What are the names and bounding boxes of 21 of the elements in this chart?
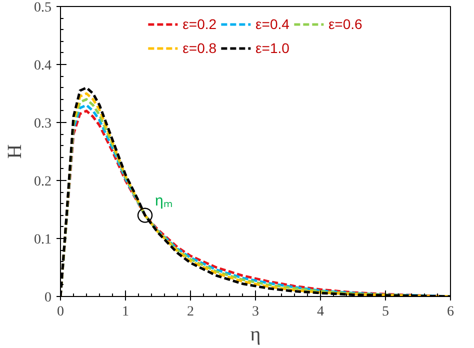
- x-axis-title: η: [250, 324, 261, 346]
- annotation: ηₘ: [155, 192, 172, 210]
- legend-label: ε=1.0: [256, 40, 290, 56]
- y-tick-label: 0.5: [34, 0, 52, 16]
- y-axis-title: H: [4, 144, 26, 159]
- x-tick-label: 0: [57, 304, 64, 320]
- x-tick-label: 3: [252, 304, 259, 320]
- x-tick-label: 4: [317, 304, 324, 320]
- x-tick-label: 6: [447, 304, 454, 320]
- x-tick-label: 5: [382, 304, 389, 320]
- y-tick-label: 0.2: [34, 174, 52, 190]
- legend-label: ε=0.8: [182, 40, 217, 56]
- legend-label: ε=0.4: [256, 16, 290, 32]
- y-tick-label: 0.3: [34, 116, 52, 132]
- y-tick-label: 0: [44, 290, 52, 306]
- legend-label: ε=0.6: [328, 16, 362, 32]
- y-tick-label: 0.1: [34, 232, 52, 248]
- x-tick-label: 1: [122, 304, 129, 320]
- x-tick-label: 2: [187, 304, 194, 320]
- y-tick-label: 0.4: [34, 58, 52, 74]
- legend-label: ε=0.2: [182, 16, 217, 32]
